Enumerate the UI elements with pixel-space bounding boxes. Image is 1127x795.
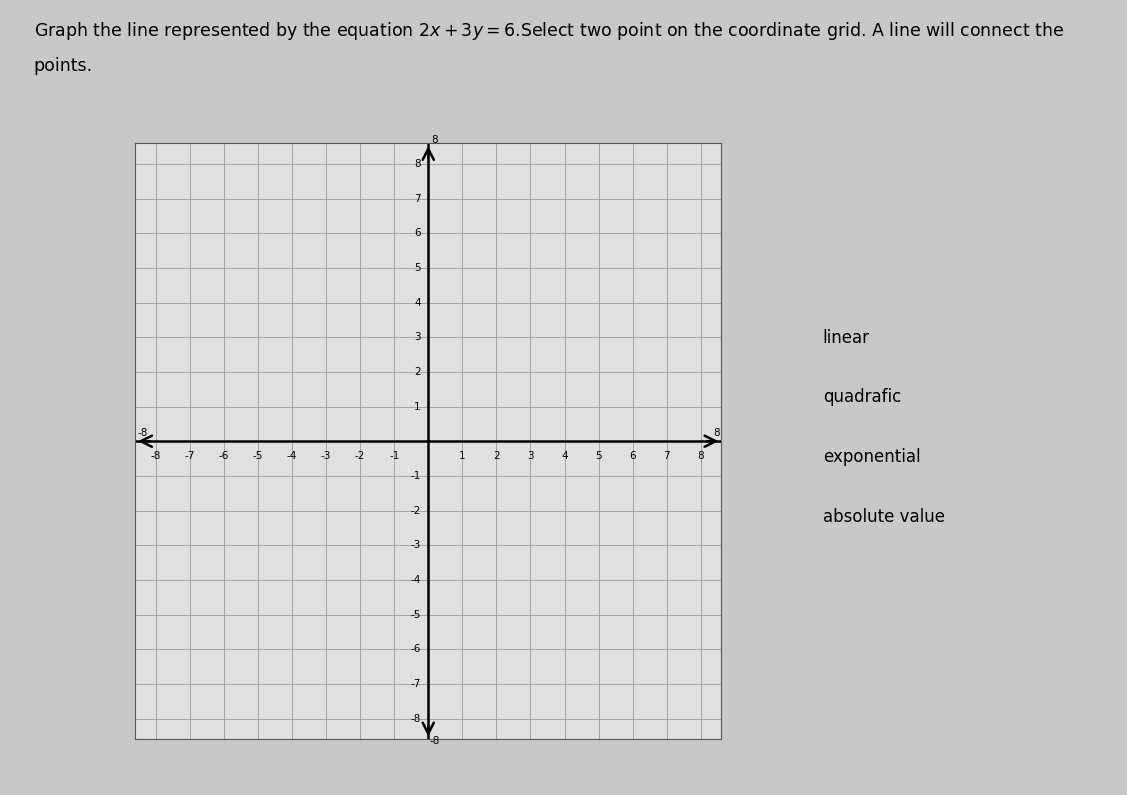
Text: -8: -8 [137, 428, 149, 437]
Text: 4: 4 [414, 297, 420, 308]
Text: -1: -1 [389, 451, 399, 461]
Text: -8: -8 [151, 451, 161, 461]
Text: 4: 4 [561, 451, 568, 461]
Text: absolute value: absolute value [823, 508, 944, 525]
Text: -8: -8 [429, 736, 440, 746]
Text: 1: 1 [414, 401, 420, 412]
Text: -4: -4 [286, 451, 298, 461]
Text: 2: 2 [494, 451, 499, 461]
Text: 1: 1 [459, 451, 465, 461]
Text: -7: -7 [185, 451, 195, 461]
Text: -5: -5 [252, 451, 263, 461]
Text: -1: -1 [410, 471, 420, 481]
Text: 7: 7 [664, 451, 671, 461]
Text: -3: -3 [410, 541, 420, 550]
Text: -2: -2 [355, 451, 365, 461]
Text: 6: 6 [629, 451, 636, 461]
Text: 8: 8 [713, 428, 719, 437]
Text: 8: 8 [698, 451, 704, 461]
Text: 5: 5 [414, 263, 420, 273]
Text: 8: 8 [432, 135, 437, 145]
Text: -3: -3 [321, 451, 331, 461]
Text: -8: -8 [410, 714, 420, 723]
Text: -5: -5 [410, 610, 420, 619]
Text: 3: 3 [414, 332, 420, 342]
Text: 2: 2 [414, 367, 420, 377]
Text: 5: 5 [595, 451, 602, 461]
Text: linear: linear [823, 329, 870, 347]
Text: 7: 7 [414, 193, 420, 204]
Text: -7: -7 [410, 679, 420, 689]
Text: exponential: exponential [823, 448, 921, 466]
Text: quadrafic: quadrafic [823, 389, 900, 406]
Text: Graph the line represented by the equation $2x + 3y = 6$.Select two point on the: Graph the line represented by the equati… [34, 20, 1064, 42]
Text: -4: -4 [410, 575, 420, 585]
Text: 8: 8 [414, 159, 420, 169]
Text: -6: -6 [219, 451, 229, 461]
Text: 6: 6 [414, 228, 420, 238]
Text: 3: 3 [527, 451, 534, 461]
Text: -6: -6 [410, 644, 420, 654]
Text: points.: points. [34, 57, 92, 76]
Text: -2: -2 [410, 506, 420, 515]
